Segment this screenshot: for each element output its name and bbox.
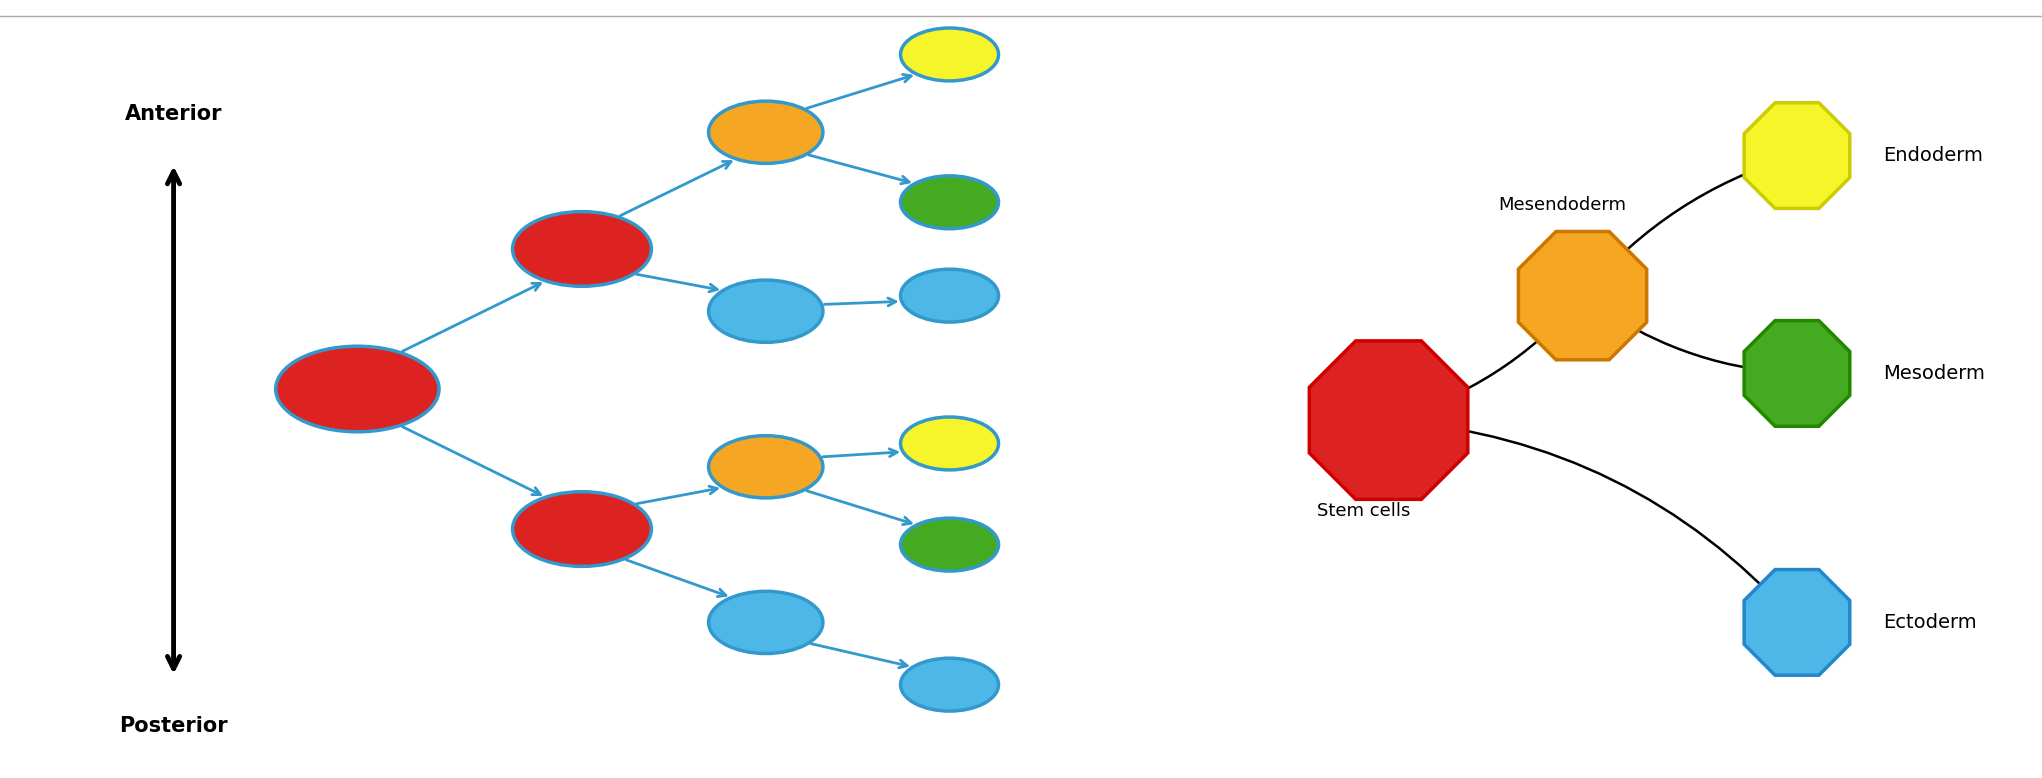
Polygon shape — [1744, 321, 1850, 426]
Text: Mesoderm: Mesoderm — [1883, 364, 1985, 383]
Polygon shape — [1744, 569, 1850, 675]
Ellipse shape — [901, 417, 999, 470]
Text: Endoderm: Endoderm — [1883, 146, 1983, 165]
Ellipse shape — [709, 101, 823, 163]
Polygon shape — [1519, 232, 1646, 359]
Ellipse shape — [709, 436, 823, 498]
Ellipse shape — [709, 591, 823, 654]
Text: Anterior: Anterior — [125, 104, 223, 124]
Text: Ectoderm: Ectoderm — [1883, 613, 1977, 632]
Ellipse shape — [276, 346, 439, 432]
Ellipse shape — [513, 492, 651, 566]
Ellipse shape — [901, 518, 999, 571]
Text: Posterior: Posterior — [118, 716, 229, 736]
Ellipse shape — [901, 658, 999, 711]
Ellipse shape — [709, 280, 823, 342]
Ellipse shape — [901, 176, 999, 229]
Text: Stem cells: Stem cells — [1317, 502, 1411, 520]
Ellipse shape — [513, 212, 651, 286]
Polygon shape — [1309, 341, 1468, 499]
Text: Mesendoderm: Mesendoderm — [1499, 196, 1625, 214]
Ellipse shape — [901, 269, 999, 322]
Polygon shape — [1744, 103, 1850, 209]
Ellipse shape — [901, 28, 999, 81]
